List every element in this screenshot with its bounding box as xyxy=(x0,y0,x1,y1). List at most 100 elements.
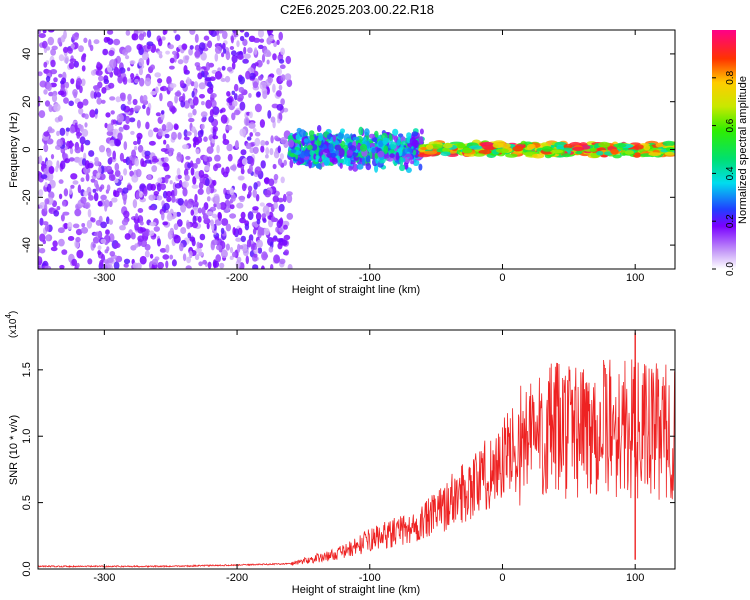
heatmap-cell xyxy=(129,60,136,65)
heatmap-cell xyxy=(133,140,138,146)
heatmap-cell xyxy=(188,250,193,259)
heatmap-cell xyxy=(222,139,230,145)
spectrogram-y-label: Frequency (Hz) xyxy=(8,112,20,188)
heatmap-cell xyxy=(164,133,170,139)
heatmap-cell xyxy=(226,91,231,97)
heatmap-cell xyxy=(222,133,227,141)
heatmap-cell xyxy=(132,98,138,106)
y-tick-label: 0.0 xyxy=(21,561,33,576)
heatmap-cell xyxy=(276,90,282,97)
heatmap-cell xyxy=(252,127,257,133)
heatmap-cell xyxy=(328,143,334,153)
heatmap-cell xyxy=(186,256,192,264)
heatmap-cell xyxy=(185,265,192,269)
heatmap-cell xyxy=(239,35,245,42)
heatmap-cell xyxy=(195,157,201,165)
heatmap-cell xyxy=(254,62,259,67)
heatmap-cell xyxy=(260,140,266,147)
heatmap-cell xyxy=(67,236,75,241)
heatmap-cell xyxy=(72,89,78,97)
heatmap-cell xyxy=(50,154,55,160)
heatmap-cell xyxy=(103,78,110,85)
heatmap-cell xyxy=(662,140,675,147)
heatmap-cell xyxy=(159,86,165,91)
heatmap-cell xyxy=(277,197,284,203)
heatmap-cell xyxy=(343,147,348,157)
heatmap-cell xyxy=(271,237,279,242)
heatmap-cell xyxy=(229,213,237,219)
heatmap-cell xyxy=(40,174,48,180)
heatmap-cell xyxy=(286,212,294,220)
heatmap-cell xyxy=(233,83,239,92)
heatmap-cell xyxy=(633,144,644,150)
heatmap-cell xyxy=(178,44,183,50)
heatmap-cell xyxy=(199,94,205,99)
heatmap-cell xyxy=(248,164,253,174)
heatmap-cell xyxy=(398,147,403,157)
heatmap-cell xyxy=(284,73,292,81)
heatmap-cell xyxy=(147,174,152,180)
heatmap-cell xyxy=(44,203,48,212)
heatmap-cell xyxy=(133,146,138,151)
heatmap-cell xyxy=(417,153,431,158)
heatmap-cell xyxy=(265,210,270,218)
colorbar-tick-label: 0.0 xyxy=(725,262,736,276)
heatmap-cell xyxy=(69,147,74,155)
heatmap-cell xyxy=(80,177,85,182)
heatmap-cell xyxy=(165,260,169,269)
heatmap-cell xyxy=(89,109,96,118)
heatmap-cell xyxy=(283,159,288,166)
heatmap-cell xyxy=(38,102,41,107)
heatmap-cell xyxy=(97,166,102,174)
heatmap-cell xyxy=(204,77,212,82)
heatmap-cell xyxy=(365,163,372,171)
heatmap-cell xyxy=(237,243,241,253)
heatmap-cell xyxy=(334,144,342,151)
heatmap-cell xyxy=(170,107,177,113)
heatmap-cell xyxy=(174,94,179,104)
heatmap-cell xyxy=(137,30,143,34)
heatmap-cell xyxy=(174,124,179,130)
heatmap-cell xyxy=(205,99,212,109)
heatmap-cell xyxy=(261,265,265,269)
heatmap-cell xyxy=(211,239,219,246)
heatmap-cell xyxy=(237,54,244,60)
heatmap-cell xyxy=(262,253,269,259)
heatmap-cell xyxy=(169,180,173,185)
heatmap-cell xyxy=(266,30,274,35)
heatmap-cell xyxy=(250,243,255,251)
heatmap-cell xyxy=(44,223,50,232)
snr-line xyxy=(38,359,675,569)
heatmap-cell xyxy=(418,163,423,171)
heatmap-cell xyxy=(132,199,138,209)
x-tick-label: -200 xyxy=(226,272,248,284)
heatmap-cell xyxy=(280,47,285,56)
heatmap-cell xyxy=(43,61,48,68)
snr-x-ticks: -300 -200 -100 0 100 xyxy=(93,330,644,584)
heatmap-cell xyxy=(240,235,246,243)
heatmap-cell xyxy=(121,219,129,226)
heatmap-cell xyxy=(253,37,261,43)
heatmap-cell xyxy=(160,148,168,152)
heatmap-cell xyxy=(87,208,92,218)
heatmap-cell xyxy=(107,30,114,35)
heatmap-cell xyxy=(43,89,48,95)
heatmap-cell xyxy=(78,107,84,115)
heatmap-cell xyxy=(142,104,146,110)
heatmap-cell xyxy=(46,183,52,193)
heatmap-cell xyxy=(284,249,289,256)
heatmap-cell xyxy=(153,191,160,196)
heatmap-cell xyxy=(116,69,122,78)
snr-multiplier-base: (x10 xyxy=(8,318,19,338)
heatmap-cell xyxy=(92,236,100,244)
heatmap-cell xyxy=(211,213,218,219)
heatmap-cell xyxy=(174,183,182,189)
heatmap-cell xyxy=(53,210,60,217)
heatmap-cell xyxy=(242,38,248,47)
heatmap-cell xyxy=(123,168,128,176)
heatmap-cell xyxy=(212,259,217,269)
heatmap-cell xyxy=(139,95,144,104)
colorbar-label: Normalized spectral amplitude xyxy=(737,76,749,224)
heatmap-cell xyxy=(48,191,55,199)
heatmap-cell xyxy=(231,90,236,96)
